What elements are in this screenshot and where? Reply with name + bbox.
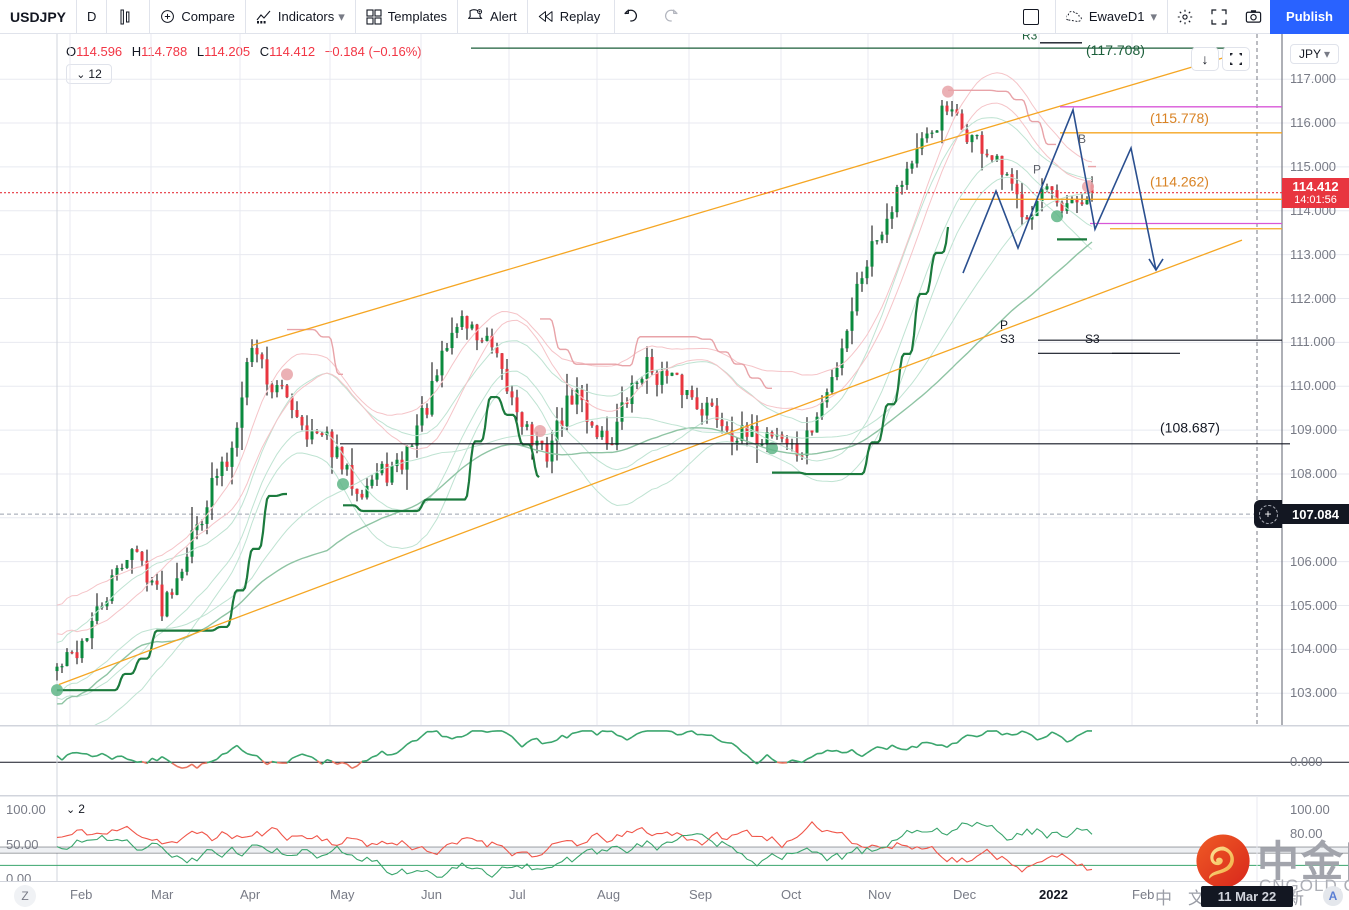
svg-text:S3: S3 <box>1000 332 1015 346</box>
svg-text:P: P <box>1033 162 1041 176</box>
svg-text:S3: S3 <box>1085 332 1100 346</box>
svg-text:(114.262): (114.262) <box>1150 174 1209 190</box>
svg-text:P: P <box>1000 318 1008 332</box>
svg-text:R3: R3 <box>1022 34 1038 43</box>
svg-text:(108.687): (108.687) <box>1160 419 1220 435</box>
svg-text:(117.708): (117.708) <box>1086 42 1145 58</box>
svg-text:(115.778): (115.778) <box>1150 110 1209 126</box>
svg-text:B: B <box>1078 132 1086 146</box>
